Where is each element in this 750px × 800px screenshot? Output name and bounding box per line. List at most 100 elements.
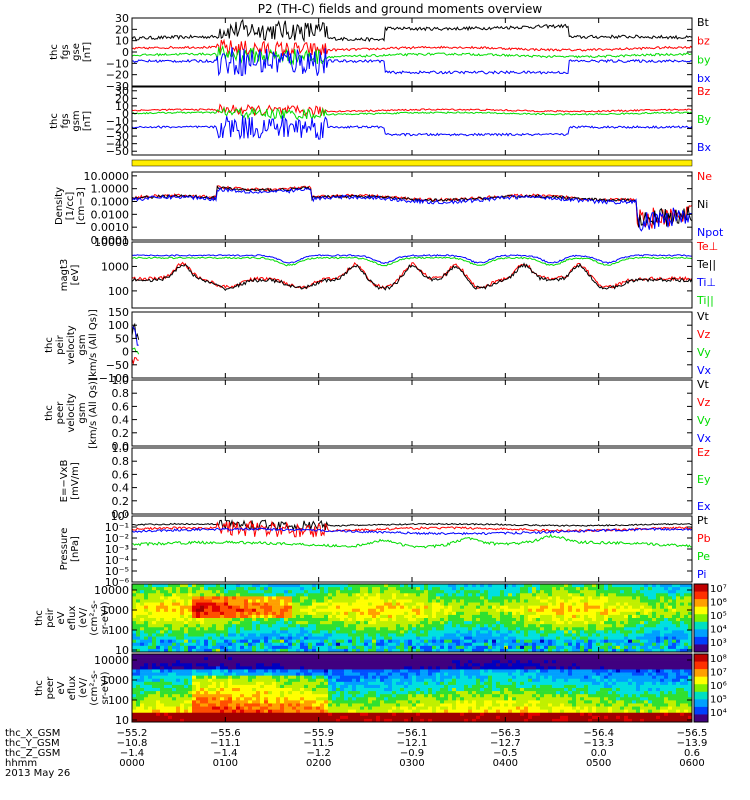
- spectrogram-cell: [268, 630, 273, 634]
- spectrogram-cell: [356, 684, 361, 689]
- spectrogram-cell: [688, 584, 693, 588]
- spectrogram-cell: [352, 599, 357, 603]
- spectrogram-cell: [340, 590, 345, 594]
- spectrogram-cell: [232, 633, 237, 637]
- spectrogram-cell: [280, 678, 285, 683]
- spectrogram-cell: [184, 608, 189, 613]
- spectrogram-cell: [652, 633, 657, 637]
- spectrogram-cell: [168, 684, 173, 689]
- spectrogram-cell: [168, 681, 173, 686]
- spectrogram-cell: [576, 590, 581, 594]
- spectrogram-cell: [384, 645, 389, 650]
- spectrogram-cell: [332, 599, 337, 603]
- spectrogram-cell: [308, 599, 313, 603]
- spectrogram-cell: [448, 602, 453, 606]
- spectrogram-cell: [144, 681, 149, 686]
- spectrogram-cell: [468, 602, 473, 606]
- spectrogram-cell: [388, 618, 393, 622]
- spectrogram-cell: [604, 584, 609, 588]
- spectrogram-cell: [380, 718, 385, 723]
- spectrogram-cell: [340, 596, 345, 600]
- y-tick-label: 10⁻³: [105, 543, 129, 556]
- spectrogram-cell: [152, 642, 157, 647]
- spectrogram-cell: [412, 614, 417, 619]
- spectrogram-cell: [240, 645, 245, 650]
- spectrogram-cell: [348, 669, 353, 673]
- spectrogram-cell: [392, 694, 397, 698]
- spectrogram-cell: [248, 645, 253, 650]
- spectrogram-cell: [336, 608, 341, 613]
- spectrogram-cell: [548, 587, 553, 591]
- spectrogram-cell: [684, 639, 689, 644]
- spectrogram-cell: [156, 642, 161, 647]
- spectrogram-cell: [188, 618, 193, 622]
- spectrogram-cell: [448, 584, 453, 588]
- spectrogram-cell: [512, 618, 517, 622]
- spectrogram-cell: [640, 605, 645, 610]
- spectrogram-cell: [336, 669, 341, 673]
- spectrogram-cell: [664, 593, 669, 597]
- spectrogram-cell: [176, 611, 181, 616]
- spectrogram-cell: [272, 611, 277, 616]
- spectrogram-cell: [208, 672, 213, 676]
- spectrogram-cell: [372, 593, 377, 597]
- spectrogram-cell: [312, 648, 317, 653]
- legend-Vx: Vx: [697, 364, 712, 377]
- spectrogram-cell: [628, 618, 633, 622]
- spectrogram-cell: [316, 672, 321, 676]
- spectrogram-cell: [152, 703, 157, 707]
- spectrogram-cell: [616, 648, 621, 653]
- spectrogram-cell: [136, 648, 141, 653]
- spectrogram-cell: [520, 593, 525, 597]
- spectrogram-cell: [340, 642, 345, 647]
- spectrogram-cell: [240, 642, 245, 647]
- spectrogram-cell: [336, 657, 341, 661]
- spectrogram-cell: [220, 684, 225, 689]
- spectrogram-cell: [400, 602, 405, 606]
- spectrogram-cell: [304, 654, 309, 658]
- spectrogram-cell: [344, 681, 349, 686]
- spectrogram-cell: [516, 636, 521, 640]
- spectrogram-cell: [284, 684, 289, 689]
- spectrogram-cell: [188, 639, 193, 644]
- spectrogram-cell: [500, 624, 505, 628]
- spectrogram-cell: [684, 590, 689, 594]
- spectrogram-cell: [184, 584, 189, 588]
- spectrogram-cell: [204, 636, 209, 640]
- spectrogram-cell: [648, 611, 653, 616]
- spectrogram-cell: [224, 584, 229, 588]
- spectrogram-cell: [160, 593, 165, 597]
- spectrogram-cell: [560, 584, 565, 588]
- spectrogram-cell: [588, 614, 593, 619]
- spectrogram-cell: [592, 642, 597, 647]
- spectrogram-cell: [360, 621, 365, 625]
- spectrogram-cell: [288, 587, 293, 591]
- spectrogram-cell: [204, 669, 209, 673]
- spectrogram-cell: [320, 684, 325, 689]
- spectrogram-cell: [244, 681, 249, 686]
- spectrogram-cell: [140, 660, 145, 664]
- spectrogram-cell: [568, 630, 573, 634]
- spectrogram-cell: [268, 599, 273, 603]
- spectrogram-cell: [232, 700, 237, 704]
- spectrogram-cell: [188, 657, 193, 661]
- spectrogram-cell: [444, 642, 449, 647]
- spectrogram-cell: [244, 587, 249, 591]
- spectrogram-cell: [296, 688, 301, 692]
- spectrogram-cell: [368, 584, 373, 588]
- spectrogram-cell: [620, 587, 625, 591]
- spectrogram-cell: [524, 630, 529, 634]
- spectrogram-cell: [572, 587, 577, 591]
- spectrogram-cell: [332, 694, 337, 698]
- spectrogram-cell: [392, 706, 397, 710]
- spectrogram-cell: [476, 630, 481, 634]
- spectrogram-cell: [380, 694, 385, 698]
- spectrogram-cell: [600, 587, 605, 591]
- panel-ylabel: peir: [55, 334, 66, 354]
- spectrogram-cell: [224, 709, 229, 714]
- spectrogram-cell: [288, 633, 293, 637]
- spectrogram-cell: [580, 630, 585, 634]
- panel-ylabel: [1/cc]: [65, 192, 76, 221]
- spectrogram-cell: [276, 596, 281, 600]
- spectrogram-cell: [304, 624, 309, 628]
